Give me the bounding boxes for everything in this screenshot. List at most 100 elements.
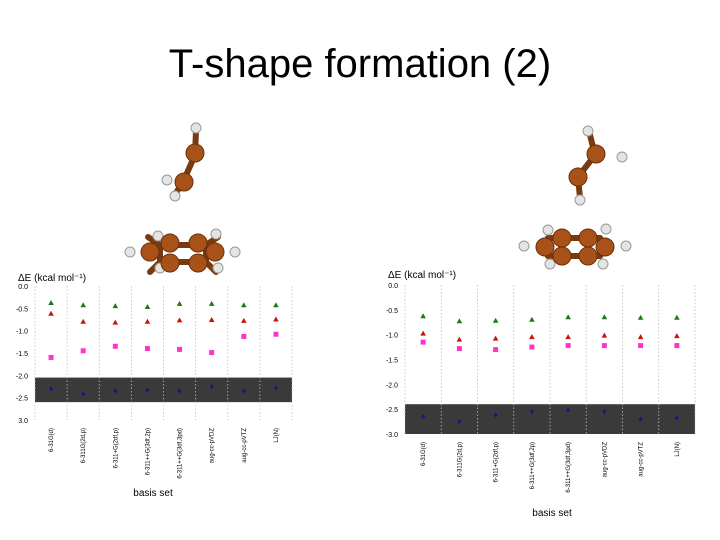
- x-tick-label: 6-311++G(3df,3pd): [566, 442, 572, 493]
- y-tick-label: 3.0: [18, 418, 28, 425]
- x-axis-label: basis set: [133, 488, 173, 499]
- data-point: [144, 346, 150, 352]
- data-point: [48, 354, 54, 360]
- data-point: [638, 416, 643, 422]
- data-point: [529, 344, 535, 350]
- data-point: [456, 336, 463, 342]
- data-point: [177, 388, 182, 394]
- data-point: [209, 384, 214, 389]
- x-tick-label: 6-311++G(3df,3pd): [178, 428, 184, 479]
- y-tick-label: -0.5: [386, 308, 398, 315]
- data-point: [674, 314, 680, 320]
- x-tick-label: LJ(N): [675, 442, 681, 457]
- data-point: [674, 333, 680, 339]
- data-point: [113, 388, 118, 394]
- y-tick-label: -1.5: [386, 358, 398, 365]
- data-point: [529, 316, 535, 322]
- data-point: [456, 346, 462, 352]
- y-tick-label: 0.0: [18, 284, 28, 291]
- data-point: [601, 314, 608, 320]
- data-point: [112, 303, 119, 309]
- data-point: [241, 302, 247, 308]
- data-point: [241, 317, 247, 323]
- data-point: [529, 409, 534, 415]
- data-point: [81, 391, 86, 397]
- y-tick-label: -0.5: [16, 306, 28, 313]
- x-tick-label: aug-cc-pVDZ: [602, 442, 608, 478]
- data-point: [493, 412, 498, 418]
- data-point: [273, 316, 279, 322]
- data-point: [273, 331, 279, 337]
- data-point: [48, 299, 54, 305]
- data-point: [565, 343, 571, 349]
- data-point: [49, 386, 54, 392]
- data-point: [637, 314, 644, 320]
- data-point: [565, 314, 571, 320]
- data-point: [566, 407, 571, 413]
- data-point: [601, 332, 608, 338]
- data-point: [420, 330, 426, 336]
- data-point: [176, 300, 183, 306]
- x-tick-label: 6-311++G(3df,2p): [530, 442, 536, 489]
- x-tick-label: aug-cc-pVDZ: [210, 428, 216, 464]
- data-point: [420, 313, 426, 319]
- x-axis-label: basis set: [532, 508, 572, 519]
- x-tick-label: 6-311+G(2df,p): [494, 442, 500, 482]
- data-point: [492, 317, 499, 323]
- data-point: [112, 343, 118, 349]
- data-point: [420, 339, 426, 345]
- data-point: [176, 317, 183, 323]
- data-point: [493, 347, 499, 353]
- data-point: [637, 334, 644, 340]
- y-tick-label: -1.0: [386, 333, 398, 340]
- data-point: [456, 318, 463, 324]
- data-point: [209, 350, 215, 356]
- data-point: [492, 335, 499, 341]
- x-tick-label: 6-31G(d): [421, 442, 427, 466]
- data-point: [208, 316, 215, 322]
- data-point: [602, 409, 607, 415]
- y-tick-label: -3.0: [386, 432, 398, 439]
- data-point: [674, 415, 679, 421]
- y-tick-label: -2.0: [16, 373, 28, 380]
- data-point: [273, 302, 279, 308]
- data-point: [241, 333, 247, 339]
- y-tick-label: -2.0: [386, 382, 398, 389]
- data-point: [273, 385, 278, 391]
- data-point: [421, 414, 426, 420]
- y-tick-label: -2.5: [386, 407, 398, 414]
- data-point: [177, 346, 183, 352]
- x-tick-label: aug-cc-pVTZ: [242, 428, 248, 463]
- data-point: [80, 302, 86, 308]
- data-point: [48, 310, 54, 316]
- data-point: [144, 318, 151, 324]
- x-tick-label: 6-311++G(3df,2p): [145, 428, 151, 475]
- x-tick-label: LJ(N): [274, 428, 280, 443]
- data-point: [674, 343, 680, 349]
- y-tick-label: -2.5: [16, 396, 28, 403]
- y-tick-label: -1.5: [16, 351, 28, 358]
- data-point: [565, 334, 571, 340]
- x-tick-label: 6-311+G(2df,p): [113, 428, 119, 468]
- data-point: [208, 300, 215, 306]
- slide-title: T-shape formation (2): [168, 42, 552, 86]
- x-tick-label: 6-311G(2d,p): [457, 442, 463, 477]
- y-axis-label: ΔE (kcal mol⁻¹): [18, 273, 86, 284]
- data-point: [241, 388, 246, 394]
- data-point: [144, 303, 151, 309]
- data-point: [529, 334, 535, 340]
- data-point: [80, 318, 86, 324]
- data-point: [601, 343, 607, 349]
- data-point: [145, 387, 150, 393]
- data-point: [80, 348, 86, 354]
- x-tick-label: 6-31G(d): [49, 428, 55, 452]
- y-axis-label: ΔE (kcal mol⁻¹): [388, 270, 456, 281]
- y-tick-label: 0.0: [388, 283, 398, 290]
- data-point: [457, 419, 462, 425]
- y-tick-label: -1.0: [16, 329, 28, 336]
- x-tick-label: 6-311G(2d,p): [81, 428, 87, 463]
- data-point: [638, 343, 644, 349]
